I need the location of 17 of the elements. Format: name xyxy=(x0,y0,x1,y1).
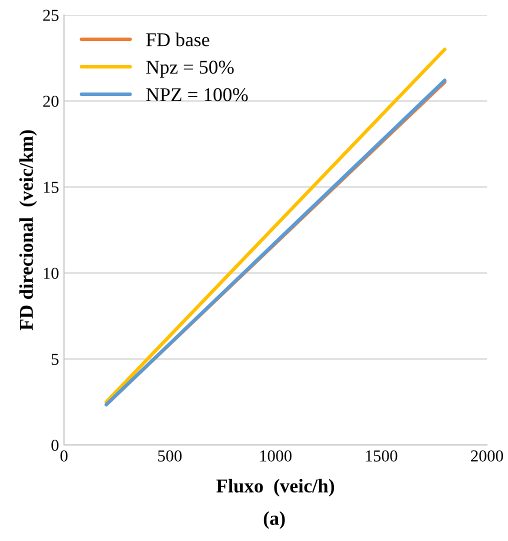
x-tick-label: 500 xyxy=(158,450,182,462)
x-tick-label: 1000 xyxy=(260,450,292,462)
x-tick-label: 1500 xyxy=(366,450,398,462)
y-tick-label: 10 xyxy=(44,268,59,279)
legend-label: Npz = 50% xyxy=(146,60,234,78)
x-tick-label: 2000 xyxy=(471,450,504,462)
x-axis-title: Fluxo (veic/h) xyxy=(216,478,334,496)
y-axis-title: FD direcional (veic/km) xyxy=(19,130,37,330)
y-tick-label: 15 xyxy=(44,182,58,193)
y-tick-label: 5 xyxy=(52,354,58,365)
x-tick-label: 0 xyxy=(60,450,68,462)
y-tick-label: 25 xyxy=(43,10,58,21)
legend-label: NPZ = 100% xyxy=(146,88,248,102)
text: (a) xyxy=(264,511,285,529)
y-tick-label: 20 xyxy=(43,96,59,107)
legend-label: FD base xyxy=(146,32,210,46)
y-tick-label: 0 xyxy=(51,440,59,451)
